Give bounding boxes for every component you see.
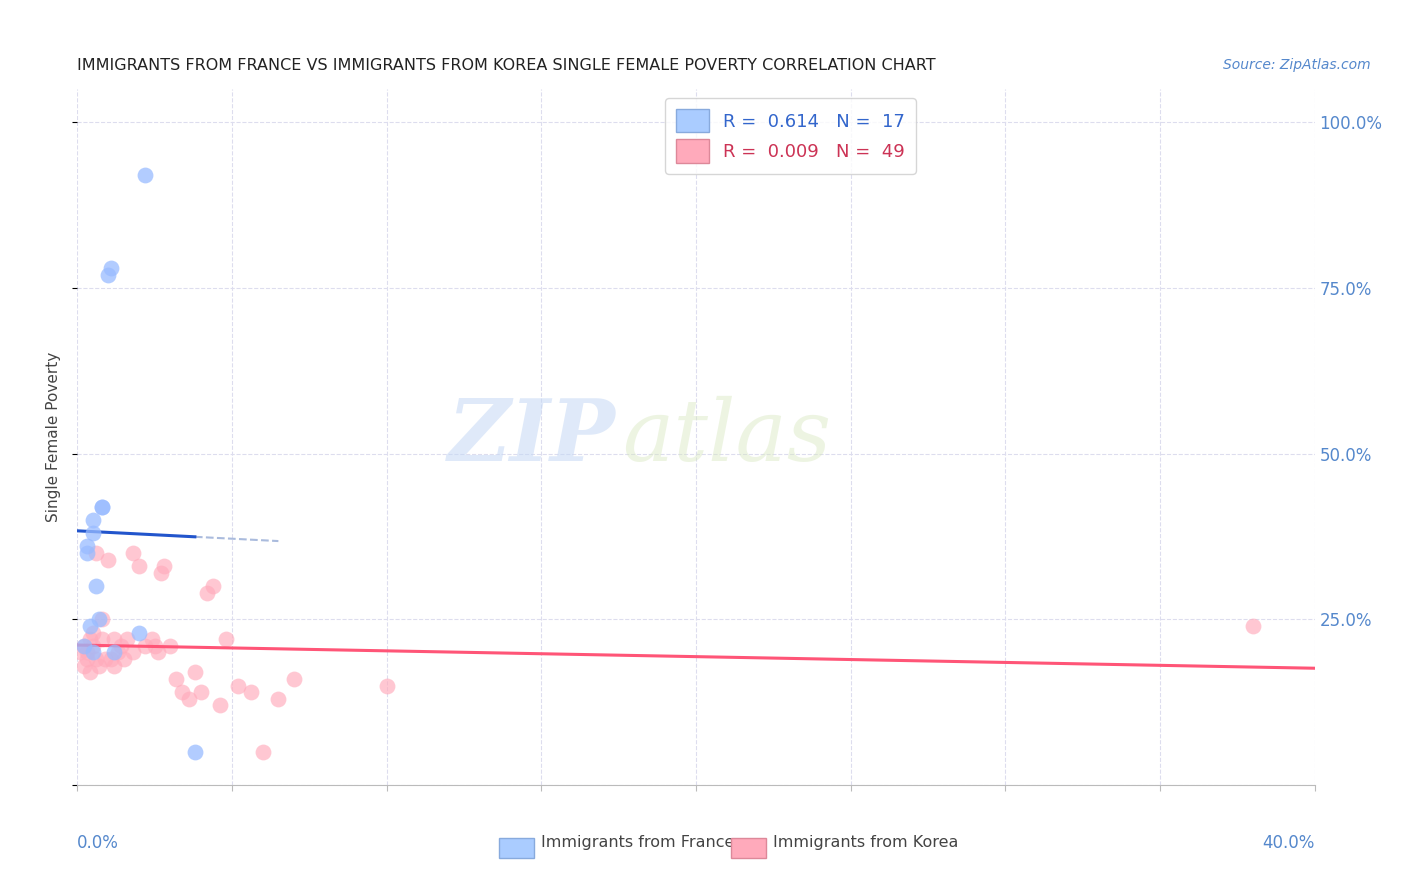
Legend: R =  0.614   N =  17, R =  0.009   N =  49: R = 0.614 N = 17, R = 0.009 N = 49 bbox=[665, 98, 915, 174]
Point bbox=[134, 639, 156, 653]
Text: Source: ZipAtlas.com: Source: ZipAtlas.com bbox=[1223, 58, 1371, 72]
Point bbox=[128, 559, 150, 574]
Point bbox=[122, 645, 145, 659]
Text: atlas: atlas bbox=[621, 396, 831, 478]
Point bbox=[184, 745, 207, 759]
Point bbox=[215, 632, 238, 647]
Point bbox=[122, 546, 145, 560]
Point bbox=[100, 652, 122, 666]
Point bbox=[79, 619, 101, 633]
Point bbox=[82, 625, 104, 640]
Point bbox=[79, 665, 101, 680]
Point bbox=[91, 612, 114, 626]
Point bbox=[87, 612, 110, 626]
Point bbox=[82, 645, 104, 659]
Text: Immigrants from France: Immigrants from France bbox=[541, 836, 735, 850]
Point bbox=[146, 645, 169, 659]
Point bbox=[69, 645, 91, 659]
Point bbox=[177, 691, 200, 706]
Point bbox=[97, 552, 120, 566]
Text: Immigrants from Korea: Immigrants from Korea bbox=[773, 836, 959, 850]
Point bbox=[87, 658, 110, 673]
Point bbox=[375, 679, 398, 693]
Text: 40.0%: 40.0% bbox=[1263, 834, 1315, 852]
Y-axis label: Single Female Poverty: Single Female Poverty bbox=[45, 352, 60, 522]
Point bbox=[143, 639, 166, 653]
Point bbox=[76, 645, 98, 659]
Point bbox=[172, 685, 194, 699]
Point bbox=[190, 685, 212, 699]
Point bbox=[79, 632, 101, 647]
Point bbox=[76, 546, 98, 560]
Point bbox=[94, 652, 117, 666]
Point bbox=[195, 586, 218, 600]
Point bbox=[267, 691, 290, 706]
Point bbox=[202, 579, 225, 593]
Point bbox=[149, 566, 172, 580]
Point bbox=[72, 639, 94, 653]
Point bbox=[252, 745, 274, 759]
Point bbox=[72, 658, 94, 673]
Text: ZIP: ZIP bbox=[447, 395, 616, 479]
Point bbox=[226, 679, 249, 693]
Point bbox=[153, 559, 176, 574]
Point bbox=[134, 169, 156, 183]
Point bbox=[1241, 619, 1264, 633]
Point bbox=[283, 672, 305, 686]
Point bbox=[115, 632, 138, 647]
Point bbox=[76, 540, 98, 554]
Text: IMMIGRANTS FROM FRANCE VS IMMIGRANTS FROM KOREA SINGLE FEMALE POVERTY CORRELATIO: IMMIGRANTS FROM FRANCE VS IMMIGRANTS FRO… bbox=[77, 58, 936, 73]
Point bbox=[239, 685, 262, 699]
Point bbox=[110, 639, 132, 653]
Point bbox=[208, 698, 231, 713]
Point bbox=[103, 658, 125, 673]
Point bbox=[82, 639, 104, 653]
Point bbox=[184, 665, 207, 680]
Point bbox=[91, 500, 114, 514]
Text: 0.0%: 0.0% bbox=[77, 834, 120, 852]
Point bbox=[141, 632, 163, 647]
Point bbox=[103, 645, 125, 659]
Point bbox=[112, 652, 135, 666]
Point bbox=[128, 625, 150, 640]
Point bbox=[107, 645, 129, 659]
Point bbox=[103, 632, 125, 647]
Point bbox=[159, 639, 181, 653]
Point bbox=[91, 632, 114, 647]
Point bbox=[91, 500, 114, 514]
Point bbox=[84, 652, 107, 666]
Point bbox=[100, 261, 122, 276]
Point bbox=[72, 639, 94, 653]
Point bbox=[97, 268, 120, 282]
Point bbox=[84, 579, 107, 593]
Point bbox=[84, 546, 107, 560]
Point bbox=[82, 526, 104, 541]
Point bbox=[165, 672, 187, 686]
Point bbox=[76, 652, 98, 666]
Point bbox=[82, 513, 104, 527]
